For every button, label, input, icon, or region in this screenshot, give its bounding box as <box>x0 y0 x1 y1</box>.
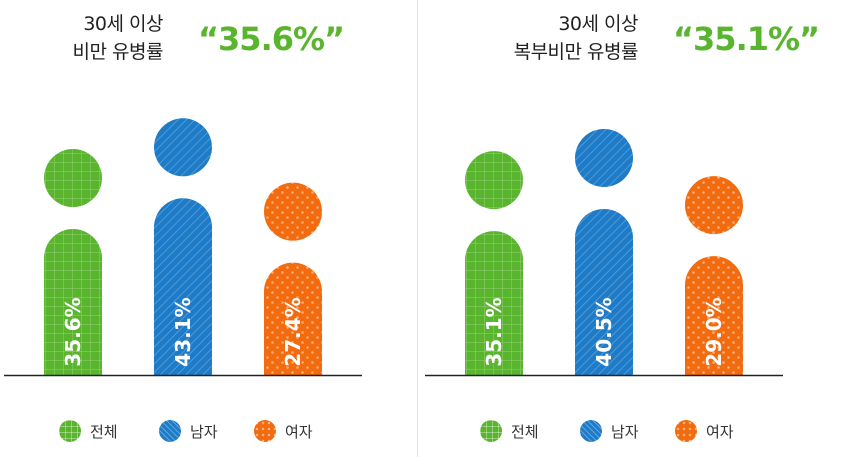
data-label-남자: 43.1% <box>171 297 195 366</box>
bar-head-여자 <box>685 176 743 235</box>
headline-value: “35.6%” <box>198 20 345 58</box>
legend-item-male: 남자 <box>159 416 218 446</box>
bar-전체 <box>465 231 523 375</box>
bar-head-전체 <box>465 151 523 210</box>
legend-label: 여자 <box>706 422 734 441</box>
data-label-여자: 27.4% <box>281 297 305 366</box>
legend-item-total: 전체 <box>480 416 539 446</box>
legend-item-total: 전체 <box>59 416 118 446</box>
title-line-2: 비만 유병률 <box>72 41 164 63</box>
panel-abdominal-obesity: 30세 이상 복부비만 유병률 “35.1%” 35.1% 40.5% 29.0% … <box>421 0 841 457</box>
legend-swatch-male <box>159 420 181 442</box>
bar-chart-abdominal-obesity: 35.1% 40.5% 29.0% <box>425 128 783 377</box>
legend: 전체 남자 여자 <box>0 416 420 446</box>
bar-chart-obesity: 35.6% 43.1% 27.4% <box>4 118 362 377</box>
legend-swatch-total <box>480 420 502 442</box>
legend-item-male: 남자 <box>580 416 639 446</box>
legend-swatch-female <box>254 420 276 442</box>
bar-전체 <box>44 229 102 375</box>
panel-obesity: 30세 이상 비만 유병률 “35.6%” 35.6% 43.1% 27.4% 전체… <box>0 0 420 457</box>
legend-label: 여자 <box>285 422 313 441</box>
headline-value: “35.1%” <box>673 20 820 58</box>
legend-label: 남자 <box>611 422 639 441</box>
bar-head-남자 <box>154 118 212 177</box>
data-label-전체: 35.6% <box>61 297 85 366</box>
title-line-2: 복부비만 유병률 <box>513 41 639 63</box>
legend-item-female: 여자 <box>254 416 313 446</box>
legend-swatch-female <box>675 420 697 442</box>
title-line-1: 30세 이상 <box>83 13 163 35</box>
bar-남자 <box>154 198 212 375</box>
legend-label: 남자 <box>190 422 218 441</box>
panel-title: 30세 이상 비만 유병률 <box>0 10 164 66</box>
panel-title: 30세 이상 복부비만 유병률 <box>468 10 639 66</box>
panel-divider <box>417 0 418 457</box>
data-label-여자: 29.0% <box>702 297 726 366</box>
legend-swatch-total <box>59 420 81 442</box>
legend-item-female: 여자 <box>675 416 734 446</box>
bar-head-여자 <box>264 182 322 241</box>
bar-head-남자 <box>575 128 633 187</box>
legend-swatch-male <box>580 420 602 442</box>
legend-label: 전체 <box>511 422 539 441</box>
title-line-1: 30세 이상 <box>558 13 638 35</box>
bar-여자 <box>685 256 743 375</box>
legend: 전체 남자 여자 <box>421 416 841 446</box>
data-label-남자: 40.5% <box>592 297 616 366</box>
legend-label: 전체 <box>90 422 118 441</box>
data-label-전체: 35.1% <box>482 297 506 366</box>
bar-남자 <box>575 208 633 375</box>
bar-head-전체 <box>44 149 102 208</box>
bar-여자 <box>264 262 322 375</box>
